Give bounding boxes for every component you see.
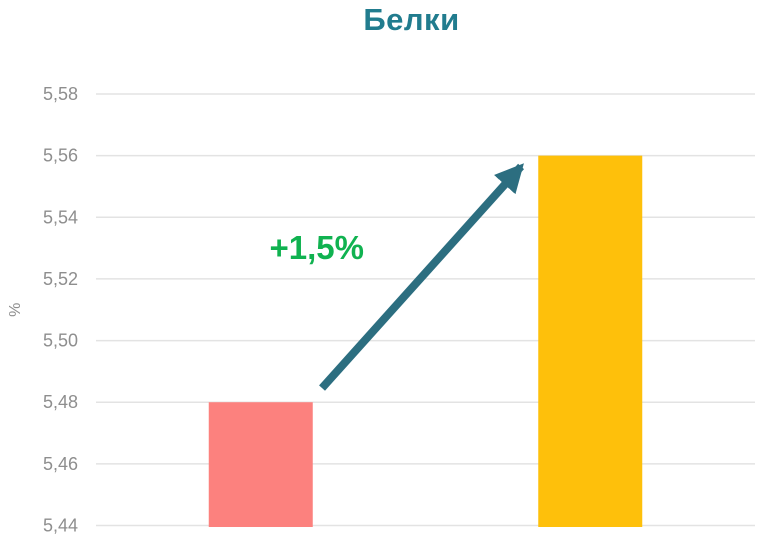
y-tick-label: 5,54 <box>43 207 78 227</box>
chart-title: Белки <box>363 2 460 37</box>
y-tick-label: 5,50 <box>43 331 78 351</box>
y-tick-label: 5,52 <box>43 269 78 289</box>
trend-arrow <box>319 163 525 391</box>
y-axis-label: % <box>7 303 24 317</box>
y-tick-label: 5,58 <box>43 84 78 104</box>
y-tick-label: 5,46 <box>43 454 78 474</box>
delta-annotation: +1,5% <box>270 229 365 266</box>
bar-1 <box>538 155 643 527</box>
bar-0 <box>208 402 313 527</box>
y-tick-label: 5,48 <box>43 392 78 412</box>
y-tick-label: 5,56 <box>43 146 78 166</box>
y-tick-label: 5,44 <box>43 516 78 536</box>
